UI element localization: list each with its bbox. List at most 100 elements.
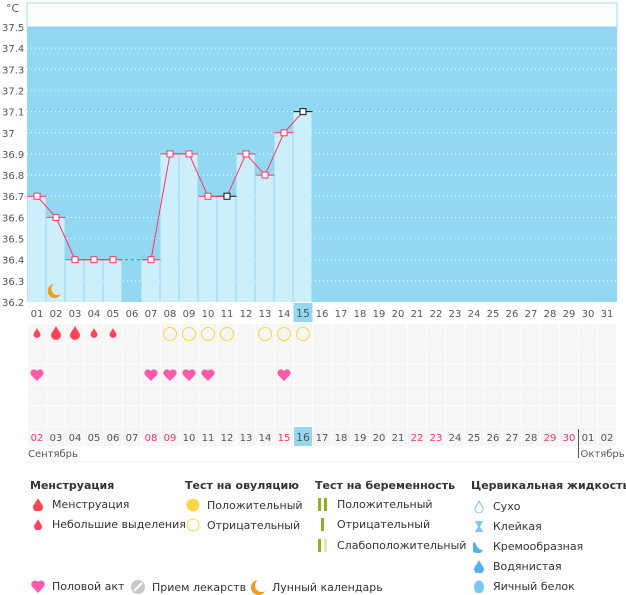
day-cell[interactable] xyxy=(370,385,388,406)
date-cell[interactable] xyxy=(522,427,540,446)
day-cell[interactable] xyxy=(579,344,597,365)
cycle-day-label[interactable]: 18 xyxy=(354,309,367,320)
day-cell[interactable] xyxy=(123,385,141,406)
day-cell[interactable] xyxy=(598,324,616,344)
date-label[interactable]: 07 xyxy=(126,433,139,444)
day-cell[interactable] xyxy=(522,324,540,344)
day-cell[interactable] xyxy=(332,406,350,426)
day-cell[interactable] xyxy=(199,406,217,426)
date-cell[interactable] xyxy=(66,427,84,446)
day-cell[interactable] xyxy=(256,344,274,365)
cycle-day-label[interactable]: 11 xyxy=(221,309,234,320)
day-cell[interactable] xyxy=(104,406,122,426)
day-cell[interactable] xyxy=(142,385,160,406)
day-cell[interactable] xyxy=(541,385,559,406)
day-cell[interactable] xyxy=(598,385,616,406)
cycle-day-label[interactable]: 07 xyxy=(145,309,158,320)
date-label[interactable]: 17 xyxy=(316,433,329,444)
day-cell[interactable] xyxy=(218,385,236,406)
day-cell[interactable] xyxy=(66,344,84,365)
date-cell[interactable] xyxy=(28,427,46,446)
day-cell[interactable] xyxy=(503,385,521,406)
cycle-day-label[interactable]: 31 xyxy=(601,309,614,320)
date-cell[interactable] xyxy=(180,427,198,446)
cycle-day-label[interactable]: 30 xyxy=(582,309,595,320)
cycle-day-label[interactable]: 03 xyxy=(69,309,82,320)
day-cell[interactable] xyxy=(275,406,293,426)
date-label[interactable]: 11 xyxy=(202,433,215,444)
menstruation-drop-icon[interactable] xyxy=(70,326,80,340)
temperature-point[interactable] xyxy=(223,192,231,200)
date-cell[interactable] xyxy=(579,427,597,446)
day-cell[interactable] xyxy=(28,385,46,406)
date-cell[interactable] xyxy=(598,427,616,446)
day-cell[interactable] xyxy=(351,324,369,344)
ovulation-negative-icon[interactable] xyxy=(258,327,272,341)
cycle-day-label[interactable]: 10 xyxy=(202,309,215,320)
day-cell[interactable] xyxy=(446,344,464,365)
day-cell[interactable] xyxy=(218,406,236,426)
day-cell[interactable] xyxy=(237,365,255,385)
date-cell[interactable] xyxy=(142,427,160,446)
day-cell[interactable] xyxy=(161,385,179,406)
date-label[interactable]: 10 xyxy=(183,433,196,444)
date-label[interactable]: 28 xyxy=(525,433,538,444)
cycle-day-label[interactable]: 15 xyxy=(296,307,310,320)
day-cell[interactable] xyxy=(484,324,502,344)
cycle-day-label[interactable]: 04 xyxy=(88,309,101,320)
temperature-point[interactable] xyxy=(299,108,307,116)
date-label[interactable]: 23 xyxy=(430,433,443,444)
date-cell[interactable] xyxy=(389,427,407,446)
day-cell[interactable] xyxy=(123,344,141,365)
date-cell[interactable] xyxy=(465,427,483,446)
date-cell[interactable] xyxy=(446,427,464,446)
date-cell[interactable] xyxy=(237,427,255,446)
day-cell[interactable] xyxy=(123,324,141,344)
date-label[interactable]: 13 xyxy=(240,433,253,444)
day-cell[interactable] xyxy=(294,344,312,365)
day-cell[interactable] xyxy=(313,406,331,426)
date-label[interactable]: 02 xyxy=(31,433,44,444)
day-cell[interactable] xyxy=(28,406,46,426)
day-cell[interactable] xyxy=(332,344,350,365)
temperature-point[interactable] xyxy=(261,171,269,179)
day-cell[interactable] xyxy=(351,344,369,365)
date-cell[interactable] xyxy=(313,427,331,446)
date-cell[interactable] xyxy=(351,427,369,446)
day-cell[interactable] xyxy=(465,344,483,365)
day-cell[interactable] xyxy=(541,344,559,365)
cycle-day-label[interactable]: 19 xyxy=(373,309,386,320)
heart-icon[interactable] xyxy=(30,369,44,381)
day-cell[interactable] xyxy=(332,365,350,385)
date-label[interactable]: 27 xyxy=(506,433,519,444)
day-cell[interactable] xyxy=(142,324,160,344)
day-cell[interactable] xyxy=(370,406,388,426)
day-cell[interactable] xyxy=(503,365,521,385)
cycle-day-label[interactable]: 27 xyxy=(525,309,538,320)
day-cell[interactable] xyxy=(85,344,103,365)
day-cell[interactable] xyxy=(180,344,198,365)
date-cell[interactable] xyxy=(370,427,388,446)
heart-icon[interactable] xyxy=(201,369,215,381)
day-cell[interactable] xyxy=(142,406,160,426)
date-label[interactable]: 15 xyxy=(278,433,291,444)
cycle-day-label[interactable]: 12 xyxy=(240,309,253,320)
day-cell[interactable] xyxy=(256,406,274,426)
date-label[interactable]: 26 xyxy=(487,433,500,444)
day-cell[interactable] xyxy=(408,365,426,385)
day-cell[interactable] xyxy=(560,385,578,406)
day-cell[interactable] xyxy=(28,344,46,365)
day-cell[interactable] xyxy=(66,385,84,406)
date-label[interactable]: 04 xyxy=(69,433,82,444)
date-cell[interactable] xyxy=(294,427,312,446)
ovulation-negative-icon[interactable] xyxy=(277,327,291,341)
day-cell[interactable] xyxy=(408,344,426,365)
day-cell[interactable] xyxy=(218,344,236,365)
day-cell[interactable] xyxy=(85,385,103,406)
date-label[interactable]: 19 xyxy=(354,433,367,444)
day-cell[interactable] xyxy=(503,344,521,365)
day-cell[interactable] xyxy=(598,406,616,426)
day-cell[interactable] xyxy=(389,365,407,385)
day-cell[interactable] xyxy=(180,406,198,426)
temperature-point[interactable] xyxy=(90,256,98,264)
